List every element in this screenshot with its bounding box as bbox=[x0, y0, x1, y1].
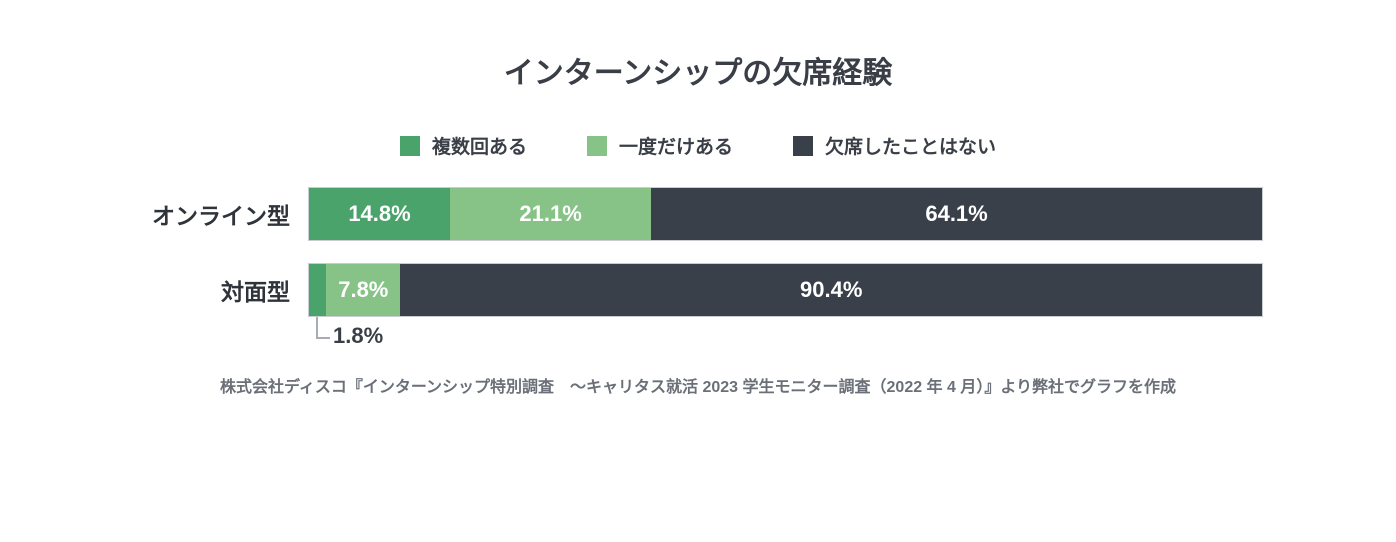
bar-0-seg-2: 64.1% bbox=[651, 188, 1262, 240]
legend-label-2: 欠席したことはない bbox=[825, 132, 996, 159]
bar-1-seg-0 bbox=[309, 264, 326, 316]
legend-item: 複数回ある bbox=[400, 132, 527, 159]
bar-0-seg-0: 14.8% bbox=[309, 188, 450, 240]
bar-row: 対面型 7.8% 90.4% 1.8% bbox=[133, 263, 1263, 317]
bar-0-seg-2-label: 64.1% bbox=[925, 201, 987, 227]
bar-1-seg-1-label: 7.8% bbox=[338, 277, 388, 303]
bar-1: 7.8% 90.4% bbox=[308, 263, 1263, 317]
legend-swatch-2 bbox=[793, 136, 813, 156]
chart-title: インターンシップの欠席経験 bbox=[0, 0, 1396, 92]
legend-swatch-1 bbox=[587, 136, 607, 156]
stacked-bar-chart: オンライン型 14.8% 21.1% 64.1% 対面型 7.8% 90.4% … bbox=[133, 187, 1263, 317]
legend-swatch-0 bbox=[400, 136, 420, 156]
bar-1-seg-2: 90.4% bbox=[400, 264, 1262, 316]
legend: 複数回ある 一度だけある 欠席したことはない bbox=[0, 132, 1396, 159]
bar-1-seg-1: 7.8% bbox=[326, 264, 400, 316]
bar-row: オンライン型 14.8% 21.1% 64.1% bbox=[133, 187, 1263, 241]
legend-label-1: 一度だけある bbox=[619, 132, 733, 159]
callout-line bbox=[316, 317, 330, 339]
source-attribution: 株式会社ディスコ『インターンシップ特別調査 〜キャリタス就活 2023 学生モニ… bbox=[0, 373, 1396, 397]
category-label-1: 対面型 bbox=[133, 273, 308, 307]
category-label-0: オンライン型 bbox=[133, 197, 308, 231]
legend-item: 欠席したことはない bbox=[793, 132, 996, 159]
bar-0: 14.8% 21.1% 64.1% bbox=[308, 187, 1263, 241]
bar-1-seg-2-label: 90.4% bbox=[800, 277, 862, 303]
legend-item: 一度だけある bbox=[587, 132, 733, 159]
bar-0-seg-1-label: 21.1% bbox=[519, 201, 581, 227]
bar-0-seg-0-label: 14.8% bbox=[348, 201, 410, 227]
legend-label-0: 複数回ある bbox=[432, 132, 527, 159]
callout-label: 1.8% bbox=[333, 323, 383, 349]
bar-0-seg-1: 21.1% bbox=[450, 188, 651, 240]
